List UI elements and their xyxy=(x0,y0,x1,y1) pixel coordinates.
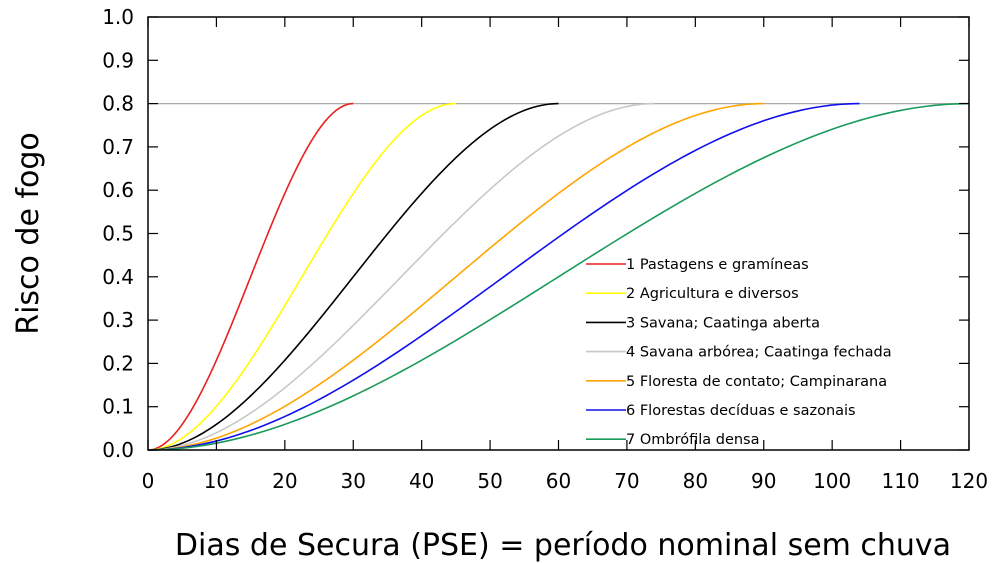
legend-label-1: 1 Pastagens e gramíneas xyxy=(626,257,809,273)
y-tick-label: 0.5 xyxy=(102,222,134,246)
series-line-6 xyxy=(147,102,860,451)
x-tick-label: 40 xyxy=(409,469,434,493)
y-tick-label: 0.8 xyxy=(102,92,134,116)
series-line-2 xyxy=(147,102,456,451)
x-tick-label: 0 xyxy=(142,469,155,493)
series-line-7 xyxy=(147,102,970,451)
legend-label-6: 6 Florestas decíduas e sazonais xyxy=(626,403,856,419)
series-line-1 xyxy=(147,102,354,451)
x-tick-label: 60 xyxy=(546,469,571,493)
legend-label-2: 2 Agricultura e diversos xyxy=(626,286,799,302)
x-tick-label: 110 xyxy=(881,469,919,493)
x-tick-label: 70 xyxy=(614,469,639,493)
y-tick-label: 1.0 xyxy=(102,5,134,29)
series-line-4 xyxy=(147,102,655,451)
x-tick-label: 20 xyxy=(272,469,297,493)
series-line-3 xyxy=(147,102,559,451)
x-tick-label: 10 xyxy=(204,469,229,493)
legend-label-7: 7 Ombrófila densa xyxy=(626,432,760,448)
x-tick-label: 50 xyxy=(477,469,502,493)
x-tick-label: 30 xyxy=(341,469,366,493)
legend-label-3: 3 Savana; Caatinga aberta xyxy=(626,315,820,331)
y-tick-label: 0.9 xyxy=(102,48,134,72)
y-tick-label: 0.2 xyxy=(102,351,134,375)
series-line-5 xyxy=(147,102,764,451)
y-tick-label: 0.6 xyxy=(102,178,134,202)
x-tick-label: 80 xyxy=(683,469,708,493)
x-axis-title: Dias de Secura (PSE) = período nominal s… xyxy=(175,528,951,563)
legend-label-5: 5 Floresta de contato; Campinarana xyxy=(626,374,887,390)
x-tick-label: 100 xyxy=(813,469,851,493)
x-tick-label: 120 xyxy=(950,469,988,493)
x-tick-label: 90 xyxy=(751,469,776,493)
y-axis-title: Risco de fogo xyxy=(11,132,46,335)
y-tick-label: 0.7 xyxy=(102,135,134,159)
y-tick-label: 0.1 xyxy=(102,395,134,419)
y-tick-label: 0.4 xyxy=(102,265,134,289)
y-tick-label: 0.0 xyxy=(102,438,134,462)
y-tick-label: 0.3 xyxy=(102,308,134,332)
legend-label-4: 4 Savana arbórea; Caatinga fechada xyxy=(626,345,892,361)
